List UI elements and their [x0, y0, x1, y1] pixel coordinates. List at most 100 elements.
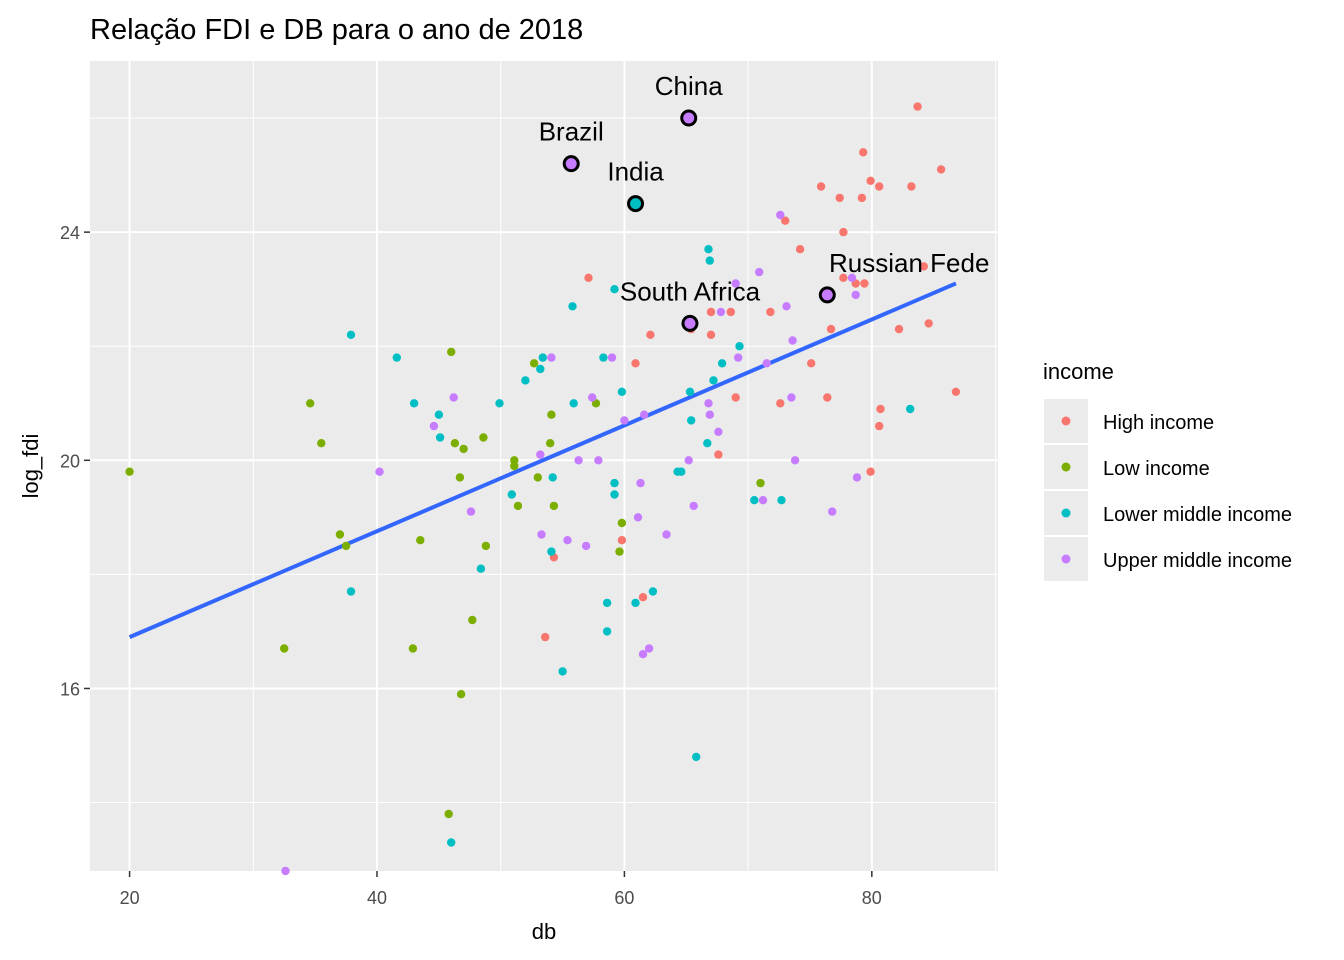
data-point — [644, 644, 654, 653]
data-point — [758, 496, 768, 505]
x-tick-label: 60 — [614, 888, 634, 908]
chart-title: Relação FDI e DB para o ano de 2018 — [90, 14, 583, 46]
data-point — [341, 541, 351, 551]
data-point — [495, 399, 504, 408]
data-point — [866, 176, 875, 185]
data-point — [636, 478, 645, 488]
data-point — [588, 393, 597, 402]
data-point — [481, 541, 491, 551]
data-point — [533, 473, 542, 482]
data-point — [429, 421, 439, 431]
annotation-label: South Africa — [620, 276, 761, 306]
data-point — [617, 387, 627, 396]
data-point — [662, 530, 671, 539]
data-point — [447, 347, 456, 357]
axis-ticks: 20 40 60 80 16 20 24 — [60, 223, 882, 908]
data-point — [537, 530, 546, 539]
data-point — [546, 439, 555, 448]
data-point — [684, 456, 693, 465]
data-point — [788, 336, 797, 345]
data-point — [875, 421, 884, 431]
data-point — [951, 387, 961, 396]
data-point — [894, 324, 904, 334]
data-point — [536, 364, 545, 374]
highlighted-point — [680, 109, 698, 127]
data-point — [617, 536, 627, 545]
legend-swatch — [1061, 416, 1071, 426]
data-point — [547, 353, 556, 362]
data-point — [860, 279, 869, 288]
data-point — [755, 267, 764, 277]
data-point — [790, 456, 800, 465]
data-point — [444, 809, 453, 819]
data-point — [602, 598, 612, 608]
y-axis-label: log_fdi — [18, 434, 43, 499]
data-point — [459, 444, 468, 454]
legend-swatch — [1061, 508, 1071, 518]
data-point — [734, 353, 743, 362]
data-point — [536, 450, 545, 459]
data-point — [409, 399, 419, 408]
data-point — [781, 216, 790, 225]
annotation-label: Brazil — [539, 117, 604, 147]
data-point — [375, 467, 384, 476]
data-point — [756, 478, 765, 488]
x-tick-label: 20 — [120, 888, 140, 908]
data-point — [529, 359, 539, 368]
data-point — [692, 752, 701, 762]
legend-title: income — [1043, 359, 1114, 384]
data-point — [866, 467, 875, 476]
data-point — [687, 416, 696, 425]
data-point — [607, 353, 617, 362]
data-point — [826, 324, 836, 334]
data-point — [704, 245, 713, 254]
data-point — [816, 182, 826, 191]
data-point — [610, 490, 619, 499]
data-point — [610, 478, 619, 488]
plot-panel — [90, 61, 998, 871]
data-point — [581, 541, 591, 551]
data-point — [705, 410, 714, 419]
data-point — [615, 547, 624, 556]
data-point — [455, 473, 465, 482]
data-point — [735, 342, 744, 351]
data-point — [638, 593, 648, 602]
data-point — [335, 530, 345, 539]
data-point — [677, 467, 686, 476]
data-point — [476, 564, 486, 573]
data-point — [795, 245, 805, 254]
data-point — [685, 387, 695, 396]
data-point — [777, 496, 786, 505]
data-point — [617, 518, 627, 528]
data-point — [620, 416, 629, 425]
data-point — [646, 330, 655, 339]
y-tick-label: 20 — [60, 451, 80, 471]
data-point — [875, 182, 884, 191]
data-point — [447, 838, 456, 847]
data-point — [703, 439, 712, 448]
data-point — [907, 182, 916, 191]
data-point — [584, 273, 593, 282]
y-tick-label: 24 — [60, 223, 80, 243]
data-point — [468, 615, 477, 625]
data-point — [317, 439, 326, 448]
data-point — [726, 307, 735, 317]
data-point — [392, 353, 401, 362]
data-point — [839, 227, 848, 237]
data-point — [466, 507, 476, 516]
data-point — [782, 302, 791, 311]
data-point — [416, 536, 425, 545]
data-point — [857, 193, 867, 203]
data-point — [125, 467, 134, 476]
data-point — [548, 473, 557, 482]
data-point — [558, 667, 567, 676]
data-point — [569, 399, 578, 408]
data-point — [507, 490, 516, 499]
data-point — [766, 307, 775, 317]
data-point — [714, 450, 723, 459]
data-point — [828, 507, 837, 516]
data-point — [750, 496, 759, 505]
data-point — [852, 473, 862, 482]
regression-line — [128, 281, 957, 639]
